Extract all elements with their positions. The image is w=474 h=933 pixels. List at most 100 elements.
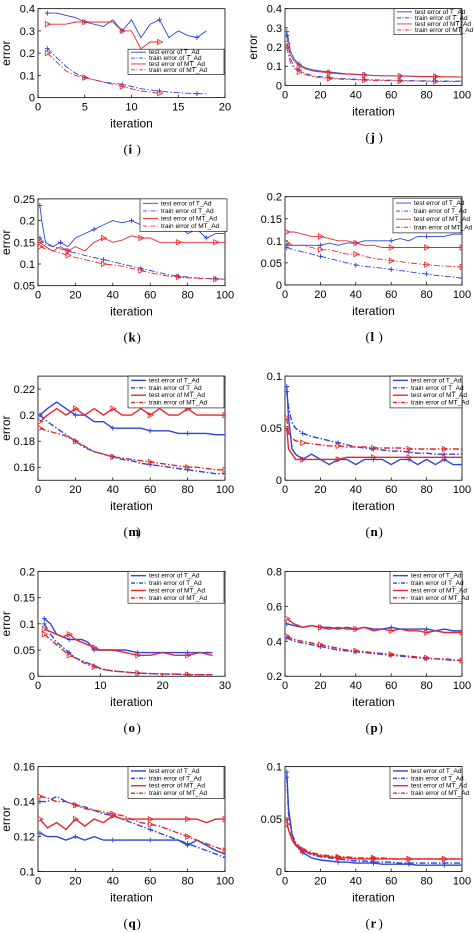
caption-close: ): [379, 524, 383, 539]
data-point: [317, 242, 323, 248]
data-point: [138, 234, 145, 242]
caption-close: ): [379, 329, 383, 344]
panel-n: 0 20 40 60 80 100 0 0.05 0.1 iteration (n) test err…: [261, 371, 472, 539]
legend-label: test error of MT_Ad: [149, 587, 205, 594]
x-axis-label: iteration: [352, 891, 395, 905]
x-tick-label: 100: [453, 89, 471, 101]
series-line: [39, 832, 225, 855]
data-point: [300, 439, 307, 447]
data-point: [110, 810, 117, 818]
data-point: [424, 271, 430, 277]
x-tick-label: 0: [282, 289, 288, 301]
legend-label: train error of T_Ad: [149, 55, 202, 62]
y-tick-label: 0.1: [20, 867, 35, 879]
legend-box: [127, 766, 225, 799]
y-tick-label: 0.2: [20, 216, 35, 228]
x-tick-label: 100: [216, 876, 234, 888]
data-point: [285, 769, 290, 775]
data-point: [222, 471, 225, 477]
data-point: [157, 89, 164, 97]
y-tick-label: 0.16: [14, 462, 35, 474]
data-point: [424, 261, 431, 268]
y-tick-label: 0.25: [14, 194, 35, 206]
data-point: [371, 454, 378, 461]
x-axis-label: iteration: [352, 104, 395, 118]
legend-label: test error of T_Ad: [415, 9, 466, 16]
data-point: [41, 616, 47, 622]
y-tick-label: 0.05: [261, 814, 282, 826]
legend-label: test error of T_Ad: [149, 768, 200, 775]
data-point: [135, 669, 142, 677]
data-point: [285, 816, 291, 823]
caption: (l): [366, 329, 383, 344]
data-point: [285, 621, 290, 627]
data-point: [119, 83, 127, 90]
y-tick-label: 0.05: [261, 423, 282, 435]
x-tick-label: 0: [35, 876, 41, 888]
x-tick-label: 40: [107, 484, 119, 496]
x-axis-label: iteration: [110, 695, 153, 709]
legend-label: test error of T_Ad: [411, 768, 462, 775]
x-tick-label: 100: [453, 289, 471, 301]
data-point: [73, 815, 80, 823]
data-point: [371, 854, 378, 862]
data-point: [353, 250, 360, 258]
x-tick-label: 40: [107, 290, 119, 302]
data-point: [318, 624, 325, 631]
y-tick-label: 0.15: [14, 593, 35, 605]
data-point: [73, 437, 80, 445]
x-tick-label: 20: [69, 290, 81, 302]
x-tick-label: 40: [350, 289, 362, 301]
x-tick-label: 20: [314, 484, 326, 496]
y-tick-label: 0.3: [20, 26, 35, 38]
y-axis-label: error: [0, 40, 13, 65]
data-point: [335, 442, 342, 450]
series-line: [286, 46, 462, 82]
x-tick-label: 40: [350, 876, 362, 888]
x-axis-label: iteration: [110, 499, 153, 513]
data-point: [73, 801, 80, 809]
caption-open: (: [124, 720, 128, 735]
x-tick-label: 60: [385, 680, 397, 692]
data-point: [285, 244, 290, 250]
data-point: [66, 652, 74, 659]
legend-label: train error of T_Ad: [411, 580, 464, 587]
y-tick-label: 0.2: [267, 192, 282, 204]
legend-label: train error of MT_Ad: [411, 400, 470, 407]
y-tick-label: 0.1: [20, 70, 35, 82]
series-group: [38, 401, 225, 477]
legend-box: [127, 571, 225, 604]
series-line: [286, 231, 462, 248]
y-tick-label: 0: [276, 867, 282, 879]
data-point: [222, 855, 225, 861]
data-point: [185, 652, 192, 659]
caption-open: (: [124, 916, 128, 931]
caption-close: ): [137, 916, 141, 931]
data-point: [285, 615, 291, 622]
legend-label: test error of MT_Ad: [411, 783, 467, 790]
legend-label: train error of T_Ad: [149, 580, 202, 587]
x-tick-label: 5: [82, 102, 88, 114]
legend-label: test error of MT_Ad: [414, 216, 470, 223]
data-point: [285, 44, 291, 50]
data-point: [57, 239, 63, 245]
data-point: [388, 238, 394, 244]
x-tick-label: 0: [35, 484, 41, 496]
y-tick-label: 0.2: [20, 566, 35, 578]
data-point: [406, 855, 413, 863]
x-tick-label: 60: [144, 484, 156, 496]
y-tick-label: 0: [276, 80, 282, 92]
data-point: [285, 240, 291, 246]
legend-label: test error of T_Ad: [414, 200, 465, 207]
x-tick-label: 0: [282, 484, 288, 496]
data-point: [353, 625, 360, 633]
data-point: [459, 263, 462, 271]
caption-letter: n: [371, 524, 379, 539]
x-tick-label: 20: [219, 102, 231, 114]
data-point: [285, 774, 290, 780]
y-tick-label: 0.05: [261, 258, 282, 270]
data-point: [110, 453, 117, 461]
